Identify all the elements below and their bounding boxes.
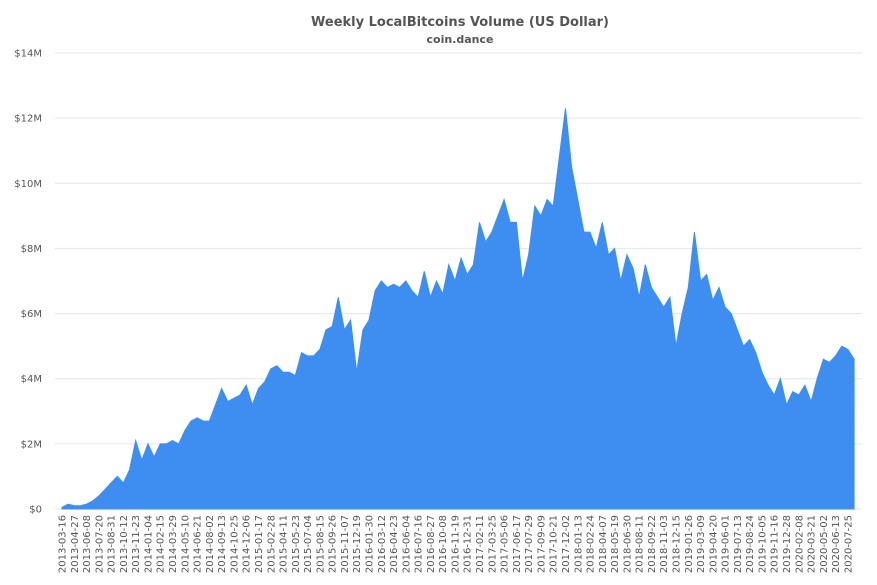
x-tick-label: 2018-06-30 [622, 515, 633, 573]
y-tick-label: $14M [14, 49, 42, 60]
x-tick-label: 2019-08-24 [745, 515, 756, 573]
x-tick-label: 2019-03-09 [696, 515, 707, 573]
x-tick-label: 2014-02-15 [156, 515, 167, 573]
y-tick-label: $4M [21, 374, 42, 385]
x-tick-label: 2017-07-29 [524, 515, 535, 573]
x-tick-label: 2016-04-23 [389, 515, 400, 573]
x-tick-label: 2015-05-23 [291, 515, 302, 573]
x-tick-label: 2013-10-12 [119, 515, 130, 573]
chart-subtitle: coin.dance [427, 33, 494, 46]
x-tick-label: 2014-06-21 [193, 515, 204, 573]
x-tick-label: 2015-09-26 [328, 515, 339, 573]
x-tick-label: 2013-11-23 [131, 515, 142, 573]
x-tick-label: 2017-06-17 [512, 515, 523, 573]
x-tick-label: 2015-08-15 [315, 515, 326, 573]
x-tick-label: 2016-06-04 [401, 515, 412, 573]
x-tick-label: 2018-09-22 [647, 515, 658, 573]
x-tick-label: 2014-12-06 [242, 515, 253, 573]
y-tick-label: $8M [21, 244, 42, 255]
x-tick-label: 2018-12-15 [672, 515, 683, 573]
x-tick-label: 2016-12-31 [463, 515, 474, 573]
x-tick-label: 2020-03-21 [807, 515, 818, 573]
x-tick-label: 2015-04-11 [279, 515, 290, 573]
chart-title: Weekly LocalBitcoins Volume (US Dollar) [311, 15, 609, 30]
x-tick-label: 2017-02-11 [475, 515, 486, 573]
x-tick-label: 2019-01-26 [684, 515, 695, 573]
x-tick-label: 2015-11-07 [340, 515, 351, 573]
x-tick-label: 2020-06-13 [831, 515, 842, 573]
x-tick-label: 2019-07-13 [733, 515, 744, 573]
x-tick-label: 2019-06-01 [721, 515, 732, 573]
y-tick-label: $2M [21, 439, 42, 450]
x-tick-label: 2015-01-17 [254, 515, 265, 573]
x-tick-label: 2018-04-07 [598, 515, 609, 573]
x-tick-label: 2014-03-29 [168, 515, 179, 573]
x-tick-label: 2018-11-03 [659, 515, 670, 573]
x-tick-label: 2018-01-13 [573, 515, 584, 573]
x-tick-label: 2019-10-05 [757, 515, 768, 573]
x-tick-label: 2019-12-28 [782, 515, 793, 573]
x-tick-label: 2020-07-25 [843, 515, 854, 573]
x-tick-label: 2019-04-20 [708, 515, 719, 573]
x-tick-label: 2017-03-25 [487, 515, 498, 573]
x-tick-label: 2019-11-16 [770, 515, 781, 573]
y-tick-label: $10M [14, 179, 42, 190]
y-tick-label: $6M [21, 309, 42, 320]
x-tick-label: 2016-07-16 [414, 515, 425, 573]
y-tick-label: $12M [14, 114, 42, 125]
x-tick-label: 2014-09-13 [217, 515, 228, 573]
x-tick-label: 2020-05-02 [819, 515, 830, 573]
x-tick-label: 2016-03-12 [377, 515, 388, 573]
x-tick-label: 2016-10-08 [438, 515, 449, 573]
x-tick-label: 2013-08-31 [107, 515, 118, 573]
x-tick-label: 2016-01-30 [365, 515, 376, 573]
area [61, 108, 855, 510]
x-tick-label: 2018-05-19 [610, 515, 621, 573]
x-tick-label: 2014-01-04 [143, 515, 154, 573]
x-tick-label: 2018-08-11 [635, 515, 646, 573]
x-tick-label: 2013-03-16 [58, 515, 69, 573]
x-tick-label: 2016-08-27 [426, 515, 437, 573]
x-tick-label: 2013-07-20 [94, 515, 105, 573]
x-tick-label: 2017-09-09 [536, 515, 547, 573]
x-tick-label: 2013-06-08 [82, 515, 93, 573]
y-tick-label: $0 [29, 505, 42, 516]
x-tick-label: 2017-10-21 [549, 515, 560, 573]
x-tick-label: 2020-02-08 [794, 515, 805, 573]
x-tick-label: 2014-08-02 [205, 515, 216, 573]
x-tick-label: 2017-12-02 [561, 515, 572, 573]
x-tick-label: 2014-10-25 [229, 515, 240, 573]
x-tick-label: 2018-02-24 [586, 515, 597, 573]
x-tick-label: 2015-07-04 [303, 515, 314, 573]
x-tick-label: 2014-05-10 [180, 515, 191, 573]
x-tick-label: 2015-02-28 [266, 515, 277, 573]
x-tick-label: 2013-04-27 [70, 515, 81, 573]
x-tick-label: 2015-12-19 [352, 515, 363, 573]
x-tick-label: 2016-11-19 [450, 515, 461, 573]
x-tick-label: 2017-05-06 [500, 515, 511, 573]
